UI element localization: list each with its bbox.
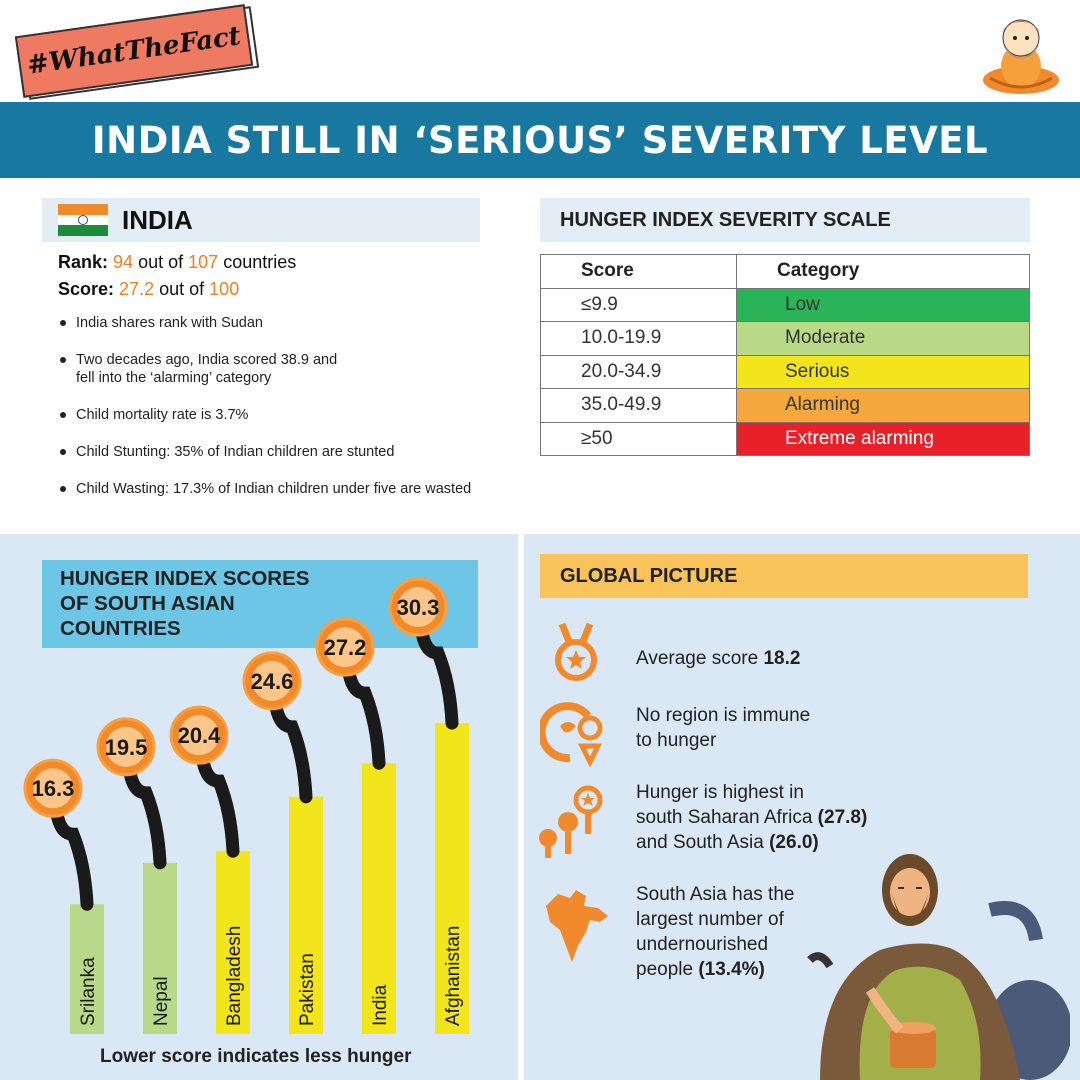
coin-face bbox=[252, 660, 292, 701]
severity-score-cell: ≤9.9 bbox=[540, 287, 737, 322]
rank-total: 107 bbox=[188, 252, 219, 272]
category-label: Afghanistan bbox=[443, 926, 464, 1026]
arm bbox=[123, 766, 167, 870]
score-total: 100 bbox=[209, 279, 240, 299]
chart-title-line: COUNTRIES bbox=[60, 617, 181, 640]
south-asia-map-icon bbox=[546, 890, 608, 962]
severity-category-cell: Low bbox=[736, 287, 1030, 322]
chart-title-line: OF SOUTH ASIAN bbox=[60, 592, 235, 615]
rank-value: 94 bbox=[113, 252, 134, 272]
coin-face bbox=[179, 715, 219, 756]
category-label: Srilanka bbox=[78, 957, 99, 1026]
data-label: 30.3 bbox=[397, 595, 440, 620]
score-line: Score: 27.2 out of 100 bbox=[58, 279, 239, 300]
chart-title-line: HUNGER INDEX SCORES bbox=[60, 567, 310, 590]
title-banner: INDIA STILL IN ‘SERIOUS’ SEVERITY LEVEL bbox=[0, 102, 1080, 178]
list-item: Child mortality rate is 3.7% bbox=[60, 406, 520, 424]
data-label: 27.2 bbox=[324, 635, 367, 660]
india-facts-list: India shares rank with Sudan Two decades… bbox=[60, 314, 520, 498]
avg-score-value: 18.2 bbox=[763, 648, 801, 669]
hunger-bar-chart: 16.3 Srilanka 19.5 Nepal 20.4 Bangladesh 24.6 P… bbox=[23, 577, 469, 1034]
page-title: INDIA STILL IN ‘SERIOUS’ SEVERITY LEVEL bbox=[91, 118, 989, 162]
immune-text: No region is immune to hunger bbox=[636, 705, 811, 751]
col-score-header: Score bbox=[540, 254, 737, 289]
category-label: India bbox=[370, 984, 391, 1026]
severity-category-cell: Extreme alarming bbox=[736, 421, 1030, 456]
severity-score-cell: 10.0-19.9 bbox=[540, 321, 737, 356]
data-label: 16.3 bbox=[32, 776, 75, 801]
india-title: INDIA bbox=[122, 204, 193, 235]
globe-location-icon bbox=[540, 702, 603, 768]
table-row: ≥50 Extreme alarming bbox=[540, 421, 1030, 456]
whatthefact-tag: #WhatTheFact bbox=[14, 4, 260, 100]
category-label: Nepal bbox=[151, 976, 172, 1026]
arm bbox=[269, 700, 313, 804]
score-value: 27.2 bbox=[119, 279, 155, 299]
list-item: Child Stunting: 35% of Indian children a… bbox=[60, 443, 520, 461]
coin-face bbox=[325, 627, 365, 668]
severity-scale-table: Score Category ≤9.9 Low 10.0-19.9 Moderate 2… bbox=[540, 254, 1030, 456]
coin-face bbox=[106, 726, 146, 767]
score-middle: out of bbox=[159, 279, 205, 299]
list-item: India shares rank with Sudan bbox=[60, 314, 520, 332]
rank-suffix: countries bbox=[223, 252, 297, 272]
india-header: INDIA bbox=[42, 198, 480, 242]
rank-line: Rank: 94 out of 107 countries bbox=[58, 252, 296, 273]
arm bbox=[415, 626, 459, 730]
severity-scale-header: HUNGER INDEX SEVERITY SCALE bbox=[540, 198, 1030, 242]
list-item: Child Wasting: 17.3% of Indian children … bbox=[60, 480, 520, 498]
severity-scale-title: HUNGER INDEX SEVERITY SCALE bbox=[560, 208, 891, 231]
coin-face bbox=[398, 587, 438, 628]
severity-score-cell: 20.0-34.9 bbox=[540, 354, 737, 389]
highest-text: Hunger is highest in south Saharan Afric… bbox=[636, 782, 868, 853]
hungry-man-illustration bbox=[807, 854, 1070, 1080]
col-category-header: Category bbox=[736, 254, 1030, 289]
arm bbox=[342, 666, 386, 770]
table-row: 35.0-49.9 Alarming bbox=[540, 388, 1030, 423]
category-label: Pakistan bbox=[297, 953, 318, 1026]
table-row: 10.0-19.9 Moderate bbox=[540, 321, 1030, 356]
map-pins-icon bbox=[539, 785, 603, 858]
severity-score-cell: 35.0-49.9 bbox=[540, 388, 737, 423]
bar bbox=[70, 904, 104, 1034]
mascot-logo bbox=[983, 19, 1059, 94]
global-header: GLOBAL PICTURE bbox=[540, 554, 1028, 598]
severity-score-cell: ≥50 bbox=[540, 421, 737, 456]
south-asia-text: South Asia has the largest number of und… bbox=[636, 884, 795, 980]
chart-note: Lower score indicates less hunger bbox=[100, 1046, 412, 1067]
coin-face bbox=[33, 768, 73, 809]
global-title: GLOBAL PICTURE bbox=[560, 564, 738, 587]
arm bbox=[50, 807, 94, 911]
table-row: ≤9.9 Low bbox=[540, 287, 1030, 322]
severity-category-cell: Serious bbox=[736, 354, 1030, 389]
bar bbox=[289, 796, 323, 1034]
arm bbox=[196, 754, 240, 858]
india-flag-icon bbox=[58, 204, 108, 237]
table-row: 20.0-34.9 Serious bbox=[540, 354, 1030, 389]
severity-category-cell: Alarming bbox=[736, 388, 1030, 423]
avg-score-text: Average score 18.2 bbox=[636, 648, 801, 669]
bar bbox=[216, 851, 250, 1034]
rank-label: Rank: bbox=[58, 252, 109, 272]
score-label: Score: bbox=[58, 279, 115, 299]
data-label: 24.6 bbox=[251, 669, 294, 694]
category-label: Bangladesh bbox=[224, 926, 245, 1026]
bar bbox=[362, 763, 396, 1034]
bar bbox=[143, 862, 177, 1034]
data-label: 19.5 bbox=[105, 735, 148, 760]
severity-category-cell: Moderate bbox=[736, 321, 1030, 356]
bar bbox=[435, 723, 469, 1034]
table-header-row: Score Category bbox=[540, 254, 1030, 289]
data-label: 20.4 bbox=[178, 723, 222, 748]
rank-middle: out of bbox=[138, 252, 184, 272]
list-item: Two decades ago, India scored 38.9 and fe… bbox=[60, 351, 520, 387]
medal-icon bbox=[555, 622, 597, 681]
